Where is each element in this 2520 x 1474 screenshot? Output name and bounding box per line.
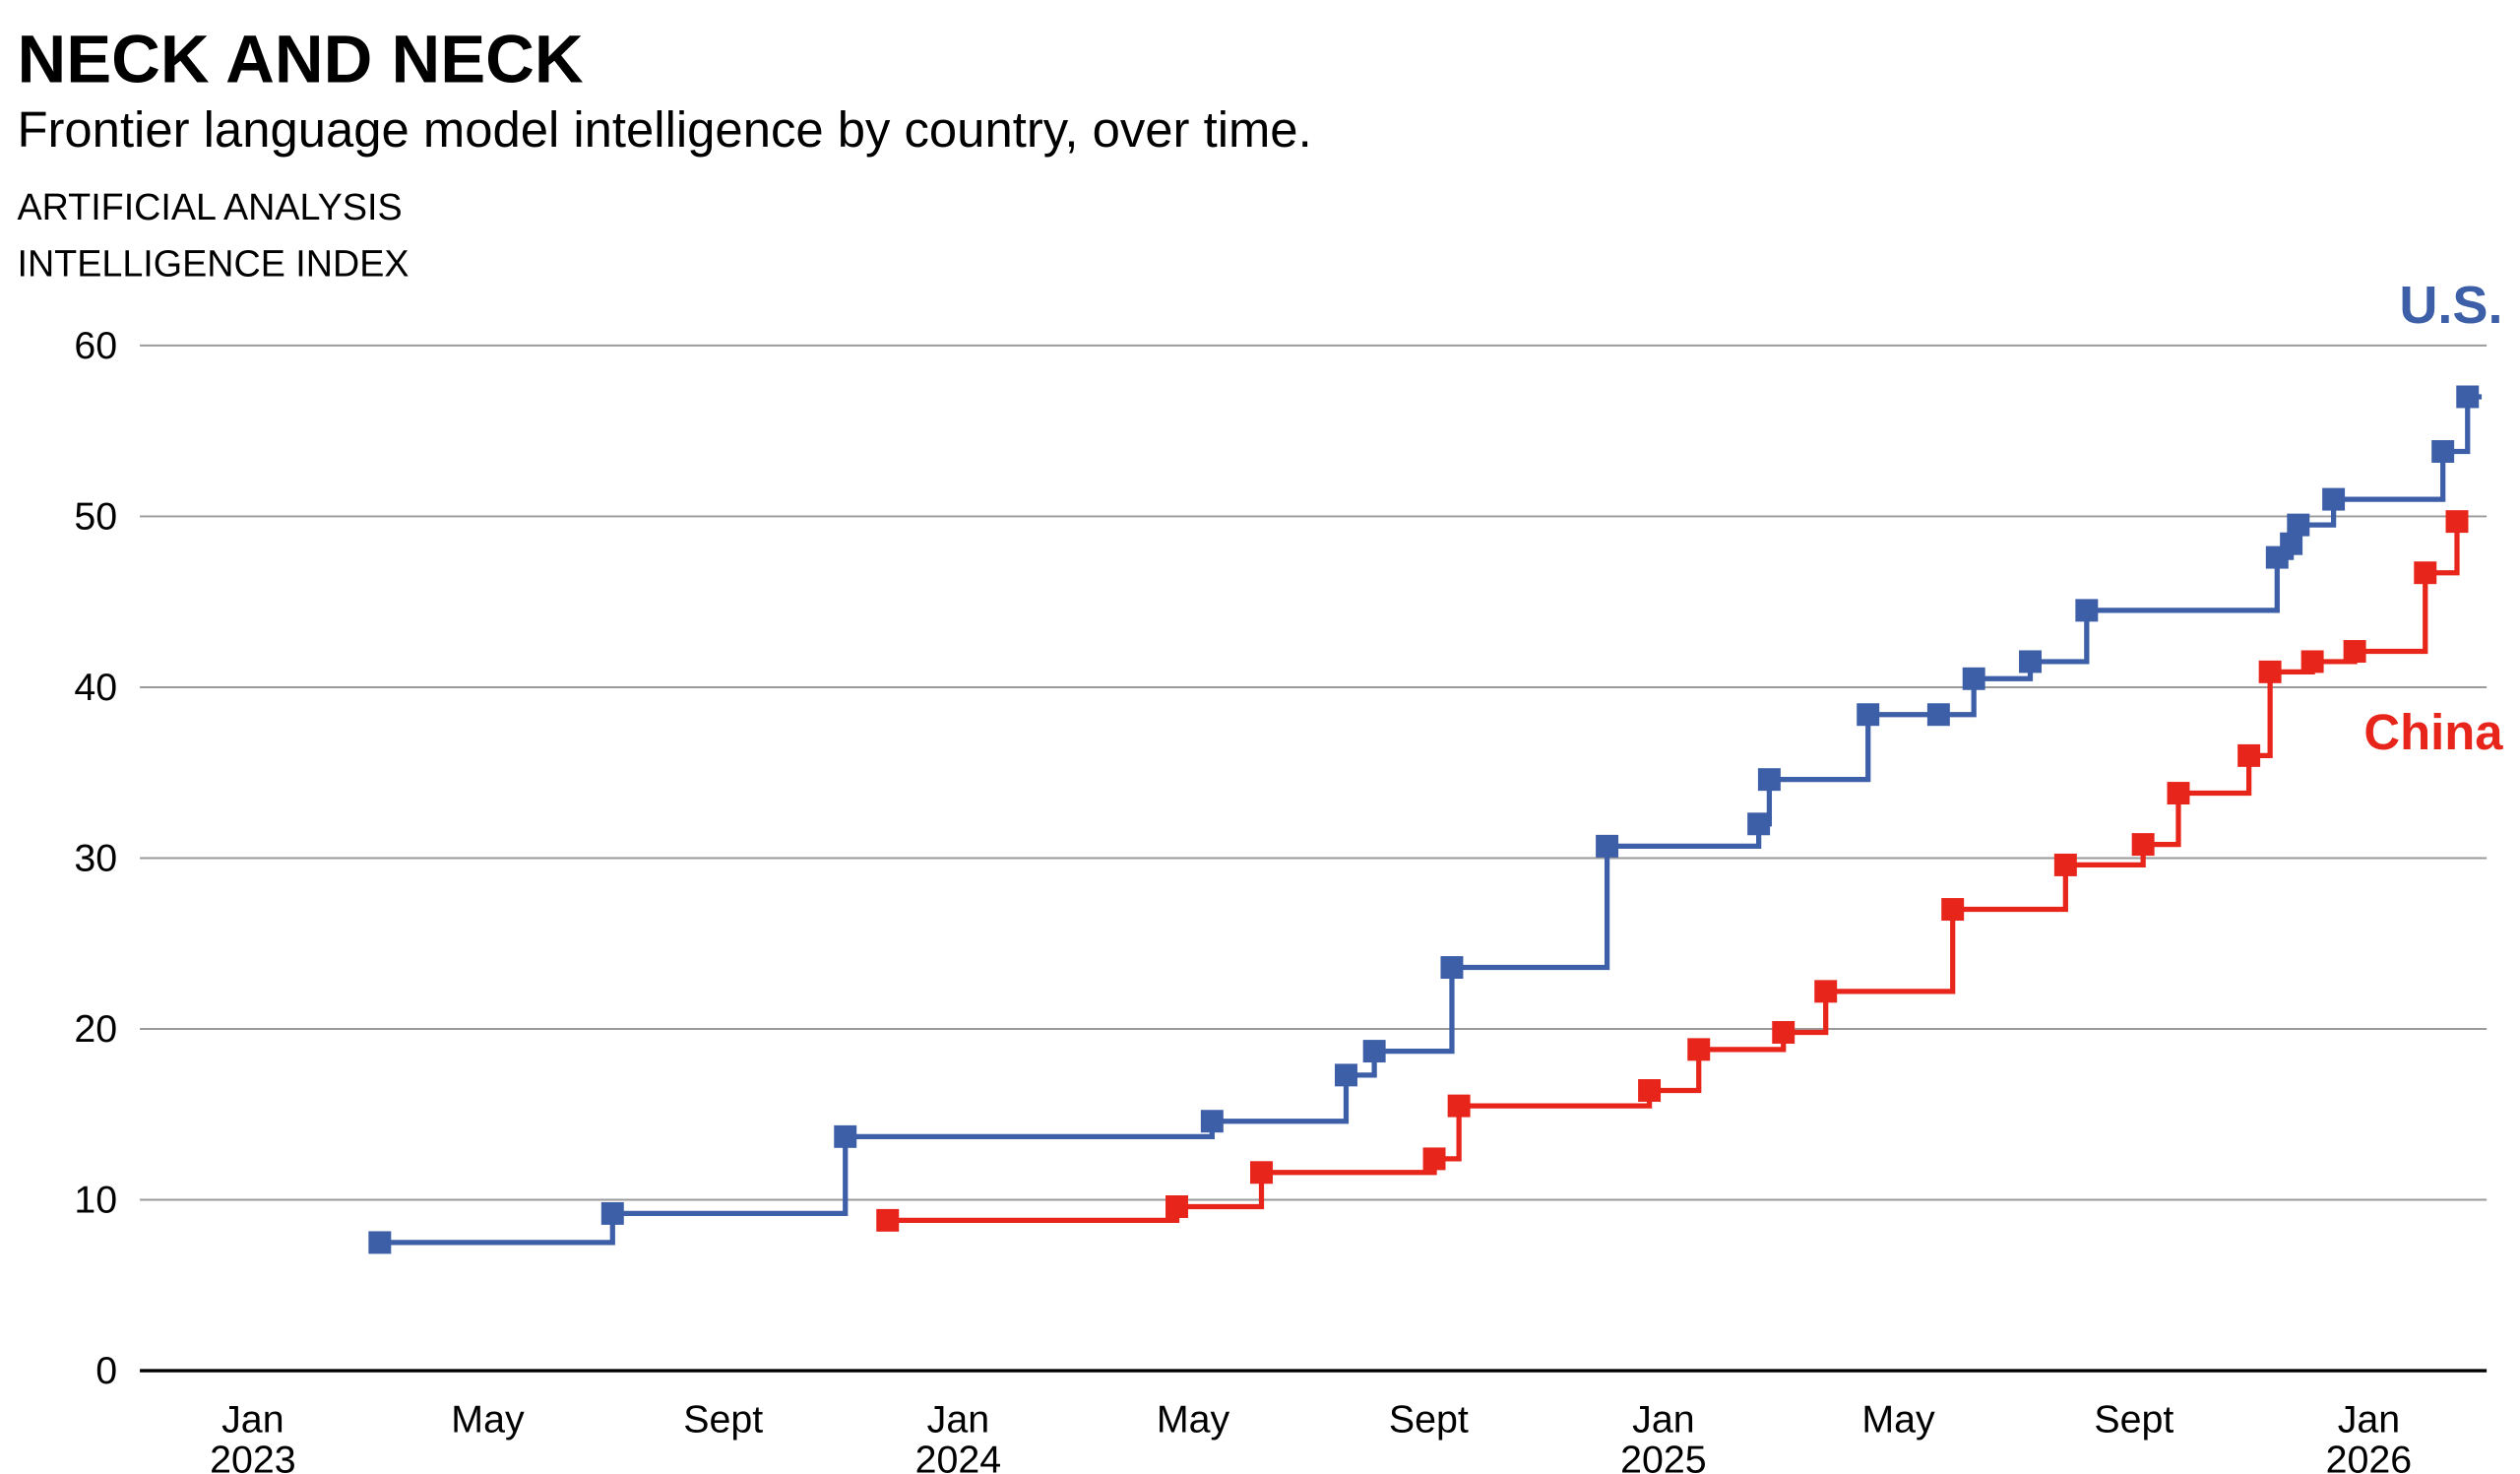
y-tick-label: 30 <box>74 837 117 880</box>
data-point-china <box>1638 1079 1662 1102</box>
x-tick-label: Sept <box>1389 1397 1469 1441</box>
x-tick-label: May <box>1157 1397 1230 1441</box>
data-point-china <box>1166 1195 1188 1218</box>
y-tick-label: 50 <box>74 495 117 539</box>
chart-title: NECK AND NECK <box>17 22 583 97</box>
series-lines <box>368 385 2483 1254</box>
data-point-china <box>1814 980 1838 1003</box>
data-point-us <box>2075 599 2099 622</box>
y-axis-label-line-2: INTELLIGENCE INDEX <box>17 242 409 284</box>
x-tick-label: Jan <box>221 1397 284 1441</box>
data-point-us <box>2456 385 2480 409</box>
x-tick-label: May <box>451 1397 525 1441</box>
data-point-us <box>1857 703 1880 727</box>
x-tick-label: Jan <box>1632 1397 1694 1441</box>
data-point-us <box>1200 1110 1224 1133</box>
legend-china-label: China <box>2363 704 2503 760</box>
data-point-us <box>1440 956 1464 980</box>
x-tick-label: May <box>1861 1397 1935 1441</box>
y-tick-label: 0 <box>95 1349 117 1392</box>
data-point-china <box>2053 853 2077 876</box>
data-point-china <box>876 1208 900 1232</box>
y-tick-label: 60 <box>74 324 117 367</box>
data-point-china <box>1250 1161 1273 1185</box>
data-point-china <box>2131 833 2155 857</box>
legend-us-label: U.S. <box>2399 276 2502 335</box>
data-point-us <box>1362 1040 1386 1063</box>
data-point-china <box>2258 660 2282 683</box>
data-point-china <box>2167 782 2190 805</box>
data-point-us <box>1334 1063 1357 1087</box>
data-point-china <box>1941 898 1965 922</box>
y-tick-label: 40 <box>74 666 117 709</box>
data-point-china <box>2414 561 2437 585</box>
series-line-us <box>379 394 2483 1246</box>
data-point-us <box>368 1231 392 1254</box>
chart-subtitle: Frontier language model intelligence by … <box>17 101 1311 158</box>
x-tick-label: Sept <box>2094 1397 2174 1441</box>
data-point-us <box>2431 440 2455 463</box>
x-tick-year: 2023 <box>210 1438 296 1474</box>
data-point-us <box>1596 834 1619 858</box>
y-axis-label-line-1: ARTIFICIAL ANALYSIS <box>17 186 402 227</box>
data-point-china <box>2343 640 2366 664</box>
x-tick-label: Sept <box>683 1397 763 1441</box>
data-point-china <box>2445 510 2469 534</box>
data-point-china <box>1422 1147 1446 1171</box>
x-tick-label: Jan <box>927 1397 989 1441</box>
data-point-china <box>1447 1094 1471 1118</box>
series-line-china <box>887 519 2468 1223</box>
y-tick-label: 10 <box>74 1179 117 1222</box>
y-tick-labels: 0 10 20 30 40 50 60 <box>74 324 117 1392</box>
data-point-us <box>1747 812 1771 836</box>
data-point-us <box>2322 487 2346 511</box>
data-point-us <box>2287 513 2310 537</box>
data-point-us <box>2019 650 2042 673</box>
data-point-us <box>1926 703 1950 727</box>
x-tick-year: 2025 <box>1620 1438 1707 1474</box>
x-tick-year: 2024 <box>915 1438 1002 1474</box>
data-point-china <box>2237 743 2261 767</box>
data-point-china <box>1772 1021 1796 1044</box>
x-tick-year: 2026 <box>2326 1438 2413 1474</box>
data-point-us <box>1757 768 1781 792</box>
data-point-us <box>2280 532 2303 555</box>
data-point-us <box>600 1201 624 1225</box>
data-point-china <box>2300 650 2324 673</box>
data-point-us <box>834 1124 857 1148</box>
data-point-china <box>1687 1038 1711 1061</box>
x-tick-label: Jan <box>2338 1397 2400 1441</box>
data-point-us <box>1962 667 1985 690</box>
gridlines <box>140 344 2488 1373</box>
y-tick-label: 20 <box>74 1007 117 1051</box>
